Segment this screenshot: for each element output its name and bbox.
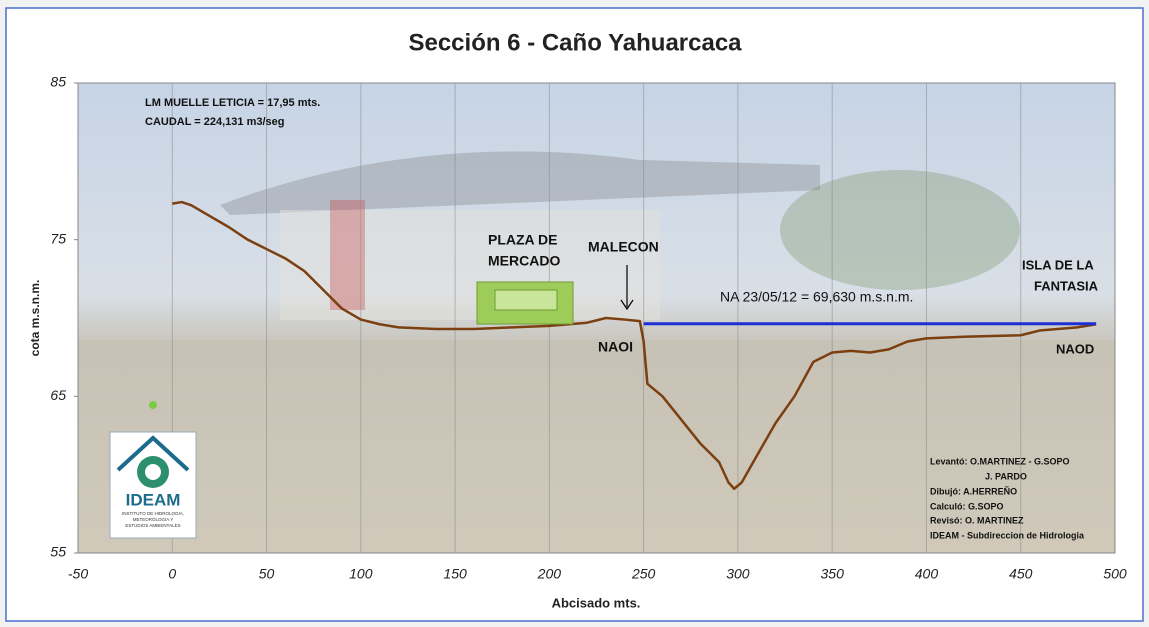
x-tick-label: 350 (821, 566, 845, 582)
annotation: NAOD (1056, 341, 1094, 356)
annotation: Revisó: O. MARTINEZ (930, 515, 1024, 525)
annotation: LM MUELLE LETICIA = 17,95 mts. (145, 97, 320, 109)
page: IDEAM INSTITUTO DE HIDROLOGIA, METEOROLO… (0, 0, 1149, 627)
chart: IDEAM INSTITUTO DE HIDROLOGIA, METEOROLO… (0, 0, 1149, 627)
annotation: J. PARDO (985, 471, 1027, 481)
chart-title: Sección 6 - Caño Yahuarcaca (408, 29, 742, 56)
logo-handle (149, 401, 157, 409)
photo-trees (780, 170, 1020, 290)
x-tick-label: 50 (259, 566, 275, 582)
x-tick-label: 500 (1103, 566, 1127, 582)
annotation: PLAZA DE (488, 232, 557, 248)
annotation: CAUDAL = 224,131 m3/seg (145, 116, 285, 128)
y-tick-label: 75 (50, 230, 66, 246)
annotation: MALECON (588, 239, 659, 255)
annotation: MERCADO (488, 253, 560, 269)
annotation: Dibujó: A.HERREÑO (930, 486, 1017, 496)
annotation: ISLA DE LA (1022, 257, 1094, 272)
logo-title: IDEAM (126, 490, 181, 509)
x-tick-label: 0 (168, 566, 176, 582)
annotation: IDEAM - Subdireccion de Hidrologia (930, 530, 1085, 540)
x-tick-label: 200 (537, 566, 562, 582)
x-tick-label: 150 (443, 566, 467, 582)
annotation: Calculó: G.SOPO (930, 501, 1004, 511)
logo-subtitle: ESTUDIOS AMBIENTALES (125, 523, 180, 528)
y-tick-label: 65 (50, 387, 66, 403)
annotation: NA 23/05/12 = 69,630 m.s.n.m. (720, 289, 913, 305)
annotation: NAOI (598, 339, 633, 355)
x-tick-label: 100 (349, 566, 373, 582)
x-tick-label: 300 (726, 566, 750, 582)
x-tick-label: 400 (915, 566, 939, 582)
photo-pillar (330, 200, 365, 310)
y-axis-label: cota m.s.n.m. (28, 280, 42, 357)
logo-subtitle: INSTITUTO DE HIDROLOGIA, (122, 511, 184, 516)
x-tick-label: 250 (631, 566, 656, 582)
y-tick-label: 85 (50, 74, 66, 90)
y-tick-label: 55 (50, 544, 66, 560)
x-tick-label: -50 (68, 566, 88, 582)
logo-swirl-inner (145, 464, 161, 480)
annotation: FANTASIA (1034, 278, 1099, 293)
market-window (495, 290, 557, 310)
annotation: Levantó: O.MARTINEZ - G.SOPO (930, 456, 1070, 466)
market-icon (477, 282, 573, 324)
x-axis-label: Abcisado mts. (552, 595, 641, 610)
x-tick-label: 450 (1009, 566, 1033, 582)
logo-subtitle: METEOROLOGIA Y (133, 517, 173, 522)
